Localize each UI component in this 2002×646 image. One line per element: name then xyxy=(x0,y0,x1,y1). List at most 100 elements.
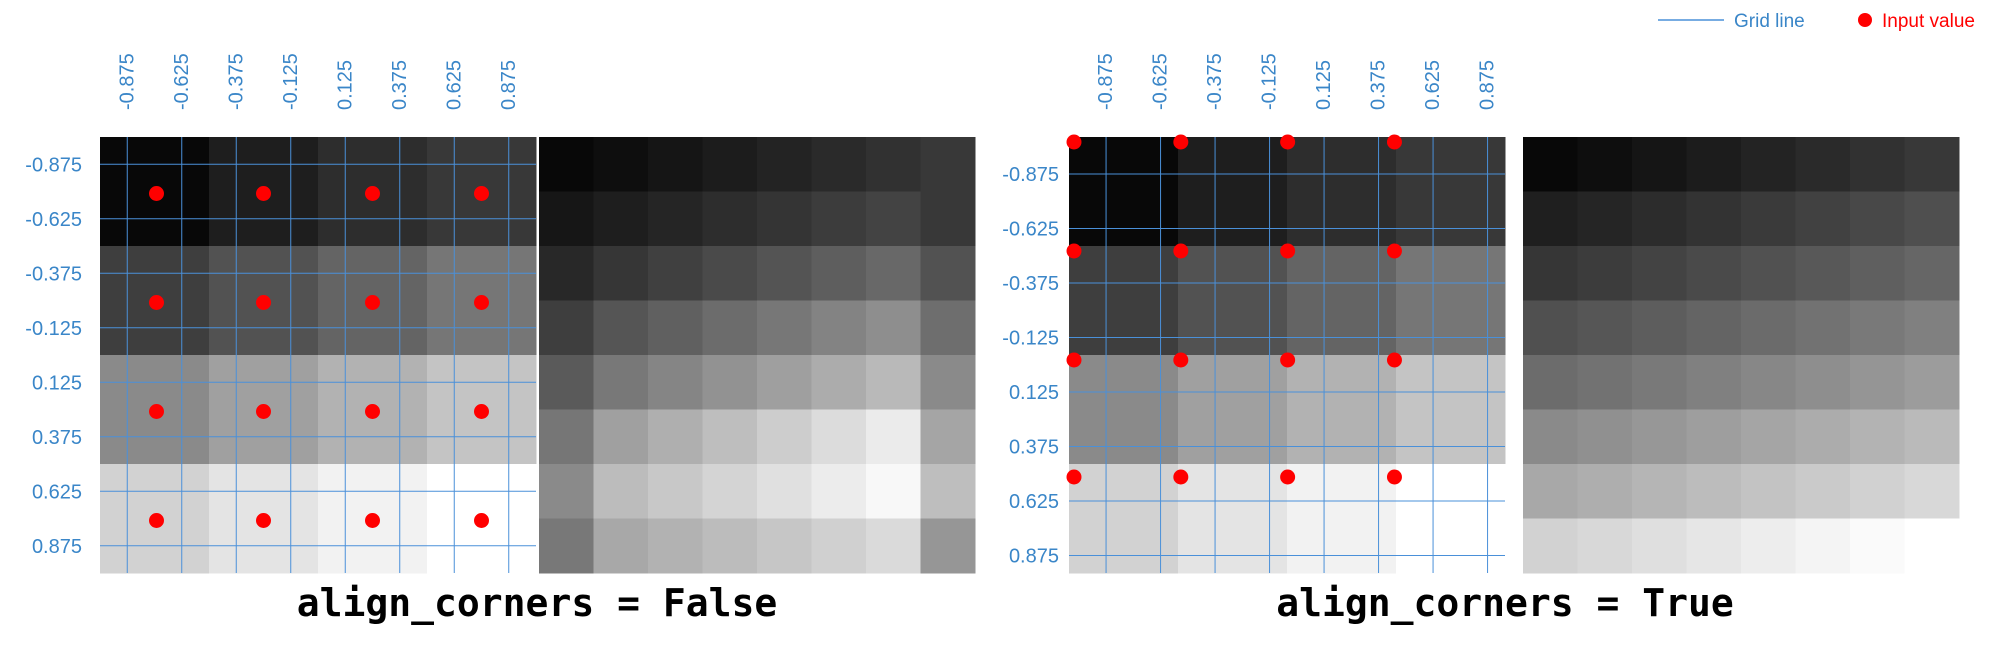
output-cell xyxy=(1686,464,1742,519)
output-cell xyxy=(1577,191,1633,247)
output-cell xyxy=(539,464,594,519)
input-cell xyxy=(1069,137,1179,247)
output-cell xyxy=(1632,191,1687,247)
output-cell xyxy=(866,518,921,574)
y-tick-labels-right: -0.875 -0.625 -0.375 -0.125 0.125 0.375 0.625 0… xyxy=(1002,164,1059,568)
output-cell xyxy=(811,191,867,247)
input-cell xyxy=(1396,137,1506,247)
input-grid-left xyxy=(100,137,537,574)
output-cell xyxy=(1686,355,1742,410)
x-tick-label: -0.375 xyxy=(225,53,247,110)
output-cell xyxy=(1577,300,1633,356)
legend-grid-line-label: Grid line xyxy=(1734,11,1805,32)
output-cell xyxy=(648,355,703,410)
input-value-dot xyxy=(1066,352,1082,368)
input-cell xyxy=(1287,246,1397,356)
input-cell xyxy=(1178,355,1288,465)
output-cell xyxy=(1795,518,1851,574)
output-cell xyxy=(1686,300,1742,356)
output-cell xyxy=(920,355,976,410)
legend-input-value-label: Input value xyxy=(1882,11,1975,32)
input-value-dot xyxy=(1173,134,1189,150)
output-cell xyxy=(1850,246,1905,301)
input-value-dot xyxy=(474,186,489,201)
output-cell xyxy=(593,464,649,519)
input-value-dot xyxy=(474,404,489,419)
output-cell xyxy=(702,300,758,356)
output-cell xyxy=(1795,246,1851,301)
output-cell xyxy=(1577,137,1633,192)
output-cell xyxy=(1632,300,1687,356)
output-cell xyxy=(702,246,758,301)
panel-align-corners-false: -0.875 -0.625 -0.375 -0.125 0.125 0.375 0.625 0… xyxy=(25,53,976,625)
output-cell xyxy=(1850,137,1905,192)
y-tick-label: 0.125 xyxy=(1009,382,1059,404)
output-cell xyxy=(1741,409,1796,465)
x-tick-label: 0.875 xyxy=(498,60,520,110)
output-cell xyxy=(539,191,594,247)
input-value-dot xyxy=(1386,243,1402,259)
output-cell xyxy=(1904,246,1960,301)
y-tick-label: 0.125 xyxy=(32,372,82,394)
output-cell xyxy=(811,246,867,301)
output-cell xyxy=(811,355,867,410)
input-grid-right xyxy=(1066,134,1506,574)
y-tick-label: 0.375 xyxy=(1009,437,1059,459)
input-value-dot xyxy=(1173,352,1189,368)
input-value-dot xyxy=(149,513,164,528)
output-cell xyxy=(1577,409,1633,465)
input-cell xyxy=(1396,246,1506,356)
output-cell xyxy=(757,355,812,410)
output-cell xyxy=(593,355,649,410)
output-cell xyxy=(1523,300,1578,356)
output-cell xyxy=(539,518,594,574)
y-tick-labels-left: -0.875 -0.625 -0.375 -0.125 0.125 0.375 0.625 0… xyxy=(25,154,82,558)
output-cell xyxy=(648,246,703,301)
output-cell xyxy=(920,409,976,465)
x-tick-label: -0.875 xyxy=(116,53,138,110)
output-cell xyxy=(702,137,758,192)
output-cell xyxy=(1850,409,1905,465)
input-cell xyxy=(1396,355,1506,465)
output-cell xyxy=(1686,137,1742,192)
x-tick-label: 0.375 xyxy=(1368,60,1390,110)
output-cell xyxy=(1904,409,1960,465)
output-cell xyxy=(702,409,758,465)
panel-align-corners-true: -0.875 -0.625 -0.375 -0.125 0.125 0.375 0.625 0… xyxy=(1002,53,1960,625)
input-value-dot xyxy=(1280,134,1296,150)
output-cell xyxy=(1795,355,1851,410)
y-tick-label: -0.375 xyxy=(1002,273,1059,295)
output-cell xyxy=(1741,355,1796,410)
x-tick-label: 0.125 xyxy=(334,60,356,110)
y-tick-label: -0.625 xyxy=(1002,219,1059,241)
output-cell xyxy=(1904,191,1960,247)
output-cell xyxy=(1523,409,1578,465)
output-cell xyxy=(1686,191,1742,247)
output-cell xyxy=(920,300,976,356)
x-tick-label: 0.625 xyxy=(1422,60,1444,110)
output-cell xyxy=(1686,409,1742,465)
input-value-dot xyxy=(256,186,271,201)
caption-align-corners-true: align_corners = True xyxy=(1276,581,1734,625)
input-value-dot xyxy=(1280,243,1296,259)
output-cell xyxy=(1632,246,1687,301)
output-cell xyxy=(593,409,649,465)
output-cell xyxy=(1741,137,1796,192)
input-value-dot xyxy=(1173,469,1189,485)
output-cell xyxy=(1686,246,1742,301)
input-value-dot xyxy=(474,295,489,310)
output-cell xyxy=(539,355,594,410)
output-cell xyxy=(1904,464,1960,519)
output-cell xyxy=(1795,409,1851,465)
output-cell xyxy=(866,464,921,519)
input-cell xyxy=(1069,246,1179,356)
output-cell xyxy=(648,137,703,192)
output-cell xyxy=(1795,137,1851,192)
input-value-dot xyxy=(365,404,380,419)
input-value-dot xyxy=(256,404,271,419)
output-cell xyxy=(757,300,812,356)
output-cell xyxy=(866,300,921,356)
x-tick-labels-left: -0.875 -0.625 -0.375 -0.125 0.125 0.375 0.625 0… xyxy=(116,53,520,110)
input-value-dot xyxy=(149,186,164,201)
x-tick-label: -0.875 xyxy=(1095,53,1117,110)
